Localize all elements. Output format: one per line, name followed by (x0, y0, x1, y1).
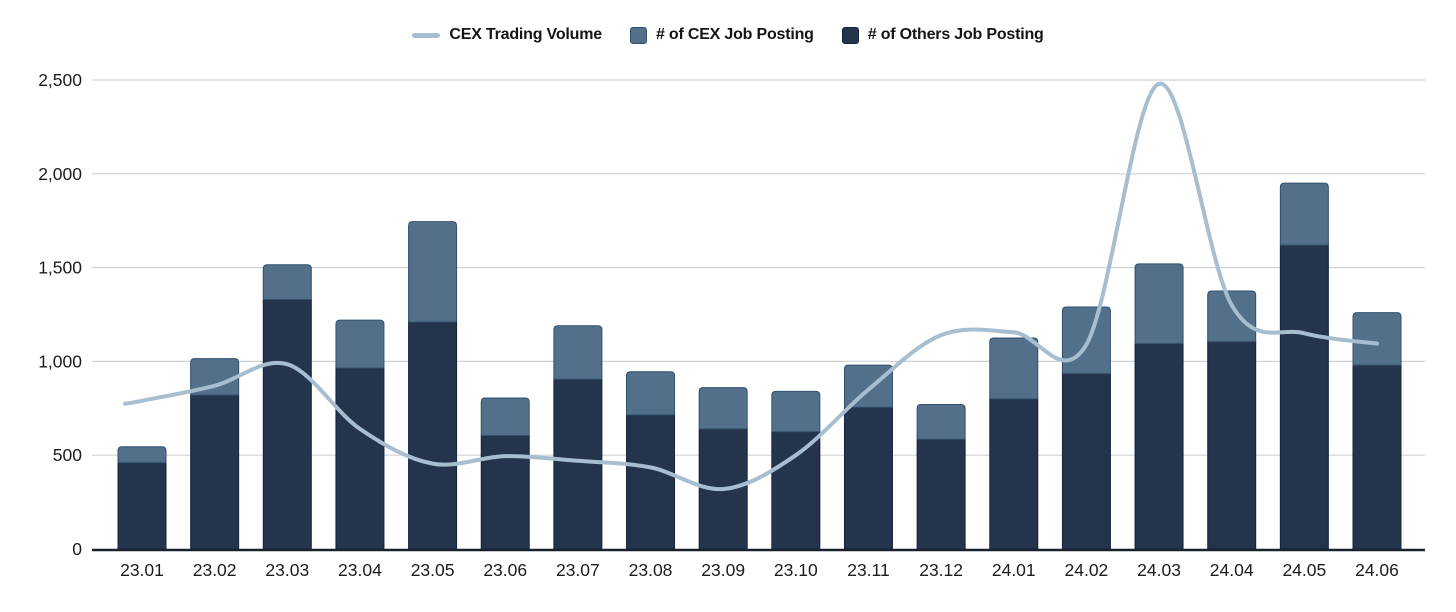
others-bar-segment (117, 462, 167, 550)
others-bar-segment (1134, 343, 1184, 550)
bar-group-24.01 (989, 337, 1039, 550)
cex-trading-volume-line (123, 81, 1379, 492)
others-bar-segment (989, 398, 1039, 550)
others-bar-segment (916, 438, 966, 550)
bar-group-23.10 (771, 390, 821, 550)
bar-group-24.05 (1279, 182, 1329, 550)
others-bar-segment (262, 298, 312, 550)
x-tick-label-24.04: 24.04 (1210, 560, 1254, 580)
others-bar-segment (480, 435, 530, 550)
x-tick-label-23.08: 23.08 (629, 560, 673, 580)
chart-legend: CEX Trading Volume # of CEX Job Posting … (0, 26, 1456, 44)
cex-bar-segment (262, 264, 312, 300)
x-tick-label-23.01: 23.01 (120, 560, 164, 580)
others-bar-segment (1352, 364, 1402, 550)
others-bar-segment (335, 367, 385, 550)
cex-bar-segment (408, 221, 458, 323)
bar-group-23.01 (117, 446, 167, 550)
bar-group-24.03 (1134, 263, 1184, 550)
x-tick-label-24.06: 24.06 (1355, 560, 1399, 580)
x-tick-label-23.05: 23.05 (411, 560, 455, 580)
legend-item-others-job-posting[interactable]: # of Others Job Posting (841, 26, 1044, 44)
bar-group-23.09 (698, 387, 748, 550)
bar-group-23.05 (408, 221, 458, 550)
cex-bar-segment (771, 390, 821, 433)
x-tick-label-23.11: 23.11 (847, 560, 890, 580)
x-tick-label-24.01: 24.01 (992, 560, 1036, 580)
cex-bar-segment (190, 358, 240, 396)
y-tick-label-500: 500 (53, 445, 82, 465)
y-tick-label-1500: 1,500 (38, 258, 82, 278)
y-tick-label-2500: 2,500 (38, 70, 82, 90)
others-bar-segment (553, 378, 603, 550)
x-tick-label-24.03: 24.03 (1137, 560, 1181, 580)
x-tick-label-23.04: 23.04 (338, 560, 382, 580)
others-bar-segment (1061, 373, 1111, 550)
others-bar-segment (1207, 341, 1257, 550)
x-tick-label-23.02: 23.02 (193, 560, 237, 580)
x-tick-label-23.09: 23.09 (701, 560, 745, 580)
bar-group-23.03 (262, 264, 312, 550)
others-bar-segment (408, 321, 458, 550)
cex-bar-segment (698, 387, 748, 430)
x-tick-label-23.03: 23.03 (265, 560, 309, 580)
y-tick-label-0: 0 (72, 539, 82, 559)
others-bar-segment (190, 394, 240, 550)
cex-bar-swatch-icon (629, 26, 647, 44)
others-bar-swatch-icon (841, 26, 859, 44)
cex-bar-segment (843, 364, 893, 408)
line-series-swatch-icon (412, 32, 441, 38)
bar-group-24.06 (1352, 312, 1402, 550)
bar-group-23.12 (916, 404, 966, 550)
others-bar-segment (771, 431, 821, 550)
bar-group-23.07 (553, 325, 603, 550)
x-tick-label-23.07: 23.07 (556, 560, 600, 580)
cex-bar-segment (916, 404, 966, 440)
x-tick-label-23.10: 23.10 (774, 560, 818, 580)
legend-label-cex-trading-volume: CEX Trading Volume (449, 26, 602, 43)
y-tick-label-2000: 2,000 (38, 164, 82, 184)
bar-group-24.04 (1207, 290, 1257, 550)
cex-bar-segment (1134, 263, 1184, 345)
cex-bar-segment (1279, 182, 1329, 246)
cex-bar-segment (989, 337, 1039, 400)
x-tick-label-23.12: 23.12 (919, 560, 963, 580)
cex-bar-segment (553, 325, 603, 380)
bar-group-23.04 (335, 319, 385, 550)
bar-group-23.06 (480, 397, 530, 550)
x-tick-label-24.05: 24.05 (1282, 560, 1326, 580)
bar-group-23.08 (626, 371, 676, 550)
cex-bar-segment (1207, 290, 1257, 343)
others-bar-segment (843, 406, 893, 550)
cex-bar-segment (117, 446, 167, 464)
cex-bar-segment (1352, 312, 1402, 366)
legend-item-cex-job-posting[interactable]: # of CEX Job Posting (629, 26, 814, 44)
x-tick-label-23.06: 23.06 (483, 560, 527, 580)
legend-label-others-job-posting: # of Others Job Posting (867, 26, 1044, 43)
cex-bar-segment (626, 371, 676, 416)
bar-group-23.02 (190, 358, 240, 550)
others-bar-segment (626, 414, 676, 550)
cex-bar-segment (480, 397, 530, 437)
cex-bar-segment (335, 319, 385, 369)
legend-item-cex-trading-volume[interactable]: CEX Trading Volume (412, 26, 602, 44)
x-tick-label-24.02: 24.02 (1065, 560, 1109, 580)
others-bar-segment (1279, 244, 1329, 550)
legend-label-cex-job-posting: # of CEX Job Posting (655, 26, 814, 43)
bar-group-23.11 (843, 364, 893, 550)
y-tick-label-1000: 1,000 (38, 351, 82, 371)
